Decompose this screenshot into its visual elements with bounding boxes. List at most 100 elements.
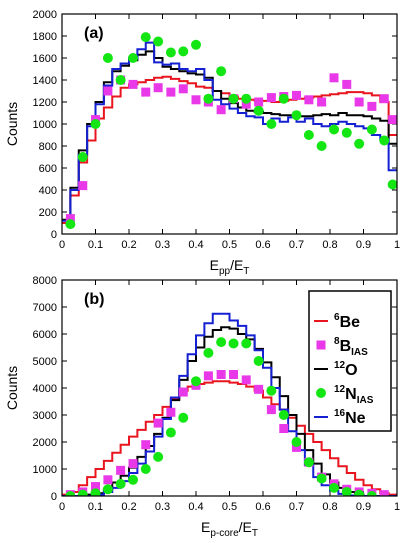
panel-a-series-12n-ias-point [303,130,314,140]
panel-b-x-axis-label-sub: p-core [210,528,239,538]
panel-b-series-12n-ias-point [178,412,189,423]
legend-item-6be-label: 6Be [334,312,360,331]
panel-a-x-tick-label: 0.1 [88,239,103,251]
panel-a-x-axis-label-sub2: T [243,266,249,277]
panel-b-x-axis-label-rest: /E [239,519,252,535]
panel-b-series-12n-ias-point [354,489,365,496]
panel-a-data [62,32,397,230]
panel-a-series-12n-ias-point [77,152,88,162]
panel-b-y-tick-label: 4000 [33,383,57,395]
panel-b-series-8b-ias-point [241,375,251,385]
panel-b-series-8b-ias-point [128,459,138,469]
legend-item-8b-ias-element: B [340,338,352,355]
legend-item-8b-ias: 8BIAS [316,336,368,358]
panel-b-x-tick-label: 1 [394,501,400,513]
panel-a-label: (a) [84,25,104,42]
panel-b-series-12n-ias-point [366,491,377,496]
panel-a-y-tick-label: 1600 [33,53,57,65]
legend-item-8b-ias-label: 8BIAS [334,336,368,358]
panel-b-x-axis-label: Ep-core/ET [201,519,258,538]
panel-b-x-tick-label: 0.4 [188,501,203,513]
panel-a-series-12n-ias-point [241,93,252,104]
panel-a-series-8b-ias-point [379,94,389,104]
panel-a-x-tick-label: 0.6 [255,239,270,251]
panel-a-series-8b-ias-point [153,83,163,93]
panel-b-x-tick-label: 0.2 [121,501,136,513]
panel-b-series-12n-ias-point [341,486,352,496]
panel-a-y-tick-label: 0 [51,229,57,241]
panel-a-series-8b-ias-point [103,86,113,96]
panel-b-series-12n-ias-point [329,482,340,493]
panel-b-series-12n-ias-point [128,474,139,485]
panel-b-series-12n-ias-point [140,464,151,474]
legend-item-16ne: 16Ne [314,408,366,427]
panel-b-series-12n-ias-point [191,376,201,387]
panel-a-series-12n-ias-point [379,135,390,146]
panel-b-series-8b-ias-point [229,370,239,379]
panel-a-y-tick-label: 600 [39,163,57,175]
panel-a-series-12n-ias-point [228,93,239,104]
panel-b-x-tick-label: 0.9 [356,501,371,513]
panel-b-series-12n-ias-point [165,427,176,438]
panel-b-y-tick-label: 1000 [33,464,57,476]
panel-a-series-8b-ias-point [166,87,176,97]
panel-a-y-tick-label: 1800 [33,31,57,43]
panel-b-series-12n-ias-point [203,347,214,358]
panel-a-series-12n-ias-point [65,219,76,230]
panel-a-series-12n-ias-point [90,119,101,129]
panel-b-series-8b-ias-point [91,482,100,492]
panel-a-y-tick-label: 1000 [33,119,57,131]
panel-a-series-8b-ias-point [354,97,364,107]
panel-a-y-axis-label: Counts [4,102,20,146]
legend-item-12o: 12O [314,360,358,379]
panel-a-x-axis-label-rest: /E [230,257,243,273]
panel-b-y-tick-label: 0 [51,491,57,503]
panel-b-series-12n-ias-point [153,451,164,462]
panel-b-series-12n-ias-point [216,337,227,348]
panel-b-series-12n-ias-point [253,356,264,366]
panel-a-x-axis-label-main: E [210,257,219,273]
panel-a-series-12n-ias-point [140,32,151,43]
panel-a-series-12n-ias-point [329,124,340,135]
panel-a-series-8b-ias-point [304,95,314,105]
panel-b-series-12n-ias-point [90,488,101,496]
panel-b-x-tick-label: 0.8 [322,501,337,513]
legend-item-6be-mass-number: 6 [334,312,340,323]
panel-a-y-tick-label: 1200 [33,97,57,109]
panel-a-series-12n-ias-point [102,53,113,63]
panel-b-series-8b-ias-point [279,424,289,433]
panel-a-series-8b-ias-point [254,97,264,107]
panel-a-series-12n-ias-point [178,46,189,57]
panel-a-x-tick-label: 0.4 [188,239,203,251]
panel-b-series-8b-ias-point [153,418,163,428]
panel-b-label: (b) [84,291,104,308]
panel-b-y-axis-label: Counts [4,366,20,410]
legend-item-8b-ias-subscript: IAS [351,347,368,358]
panel-b-y-tick-label: 2000 [33,437,57,449]
panel-b-series-8b-ias-point [103,475,113,485]
panel-b-series-12n-ias-point [266,385,277,396]
panel-a-x-axis-label-sub: pp [219,266,231,277]
panel-a-series-12n-ias-point [203,93,214,104]
panel-a-series-12n-ias-point [216,66,227,77]
legend-item-12n-ias-mass-number: 12 [334,384,346,395]
legend-item-6be-element: Be [340,314,361,331]
panel-a-series-8b-ias-point [78,181,88,191]
panel-b-frame [61,279,398,497]
panel-b-series-8b-ias-point [292,442,301,452]
panel-b-x-tick-label: 0.6 [255,501,270,513]
panel-a-x-tick-label: 0.5 [222,239,237,251]
panel-a-series-8b-ias-point [216,105,226,115]
panel-a-x-axis-label: Epp/ET [210,257,250,277]
panel-b-series-12n-ias-point [241,338,252,349]
panel-b-data [62,312,397,496]
panel-b-series-8b-ias-point [266,405,276,415]
panel-b-x-tick-label: 0.5 [222,501,237,513]
panel-a-series-12n-ias-point [291,110,302,121]
panel-b-y-tick-label: 8000 [33,275,57,287]
legend-item-12o-mass-number: 12 [334,360,346,371]
legend-item-12o-element: O [345,362,357,379]
panel-a-series-8b-ias-point [191,95,201,105]
